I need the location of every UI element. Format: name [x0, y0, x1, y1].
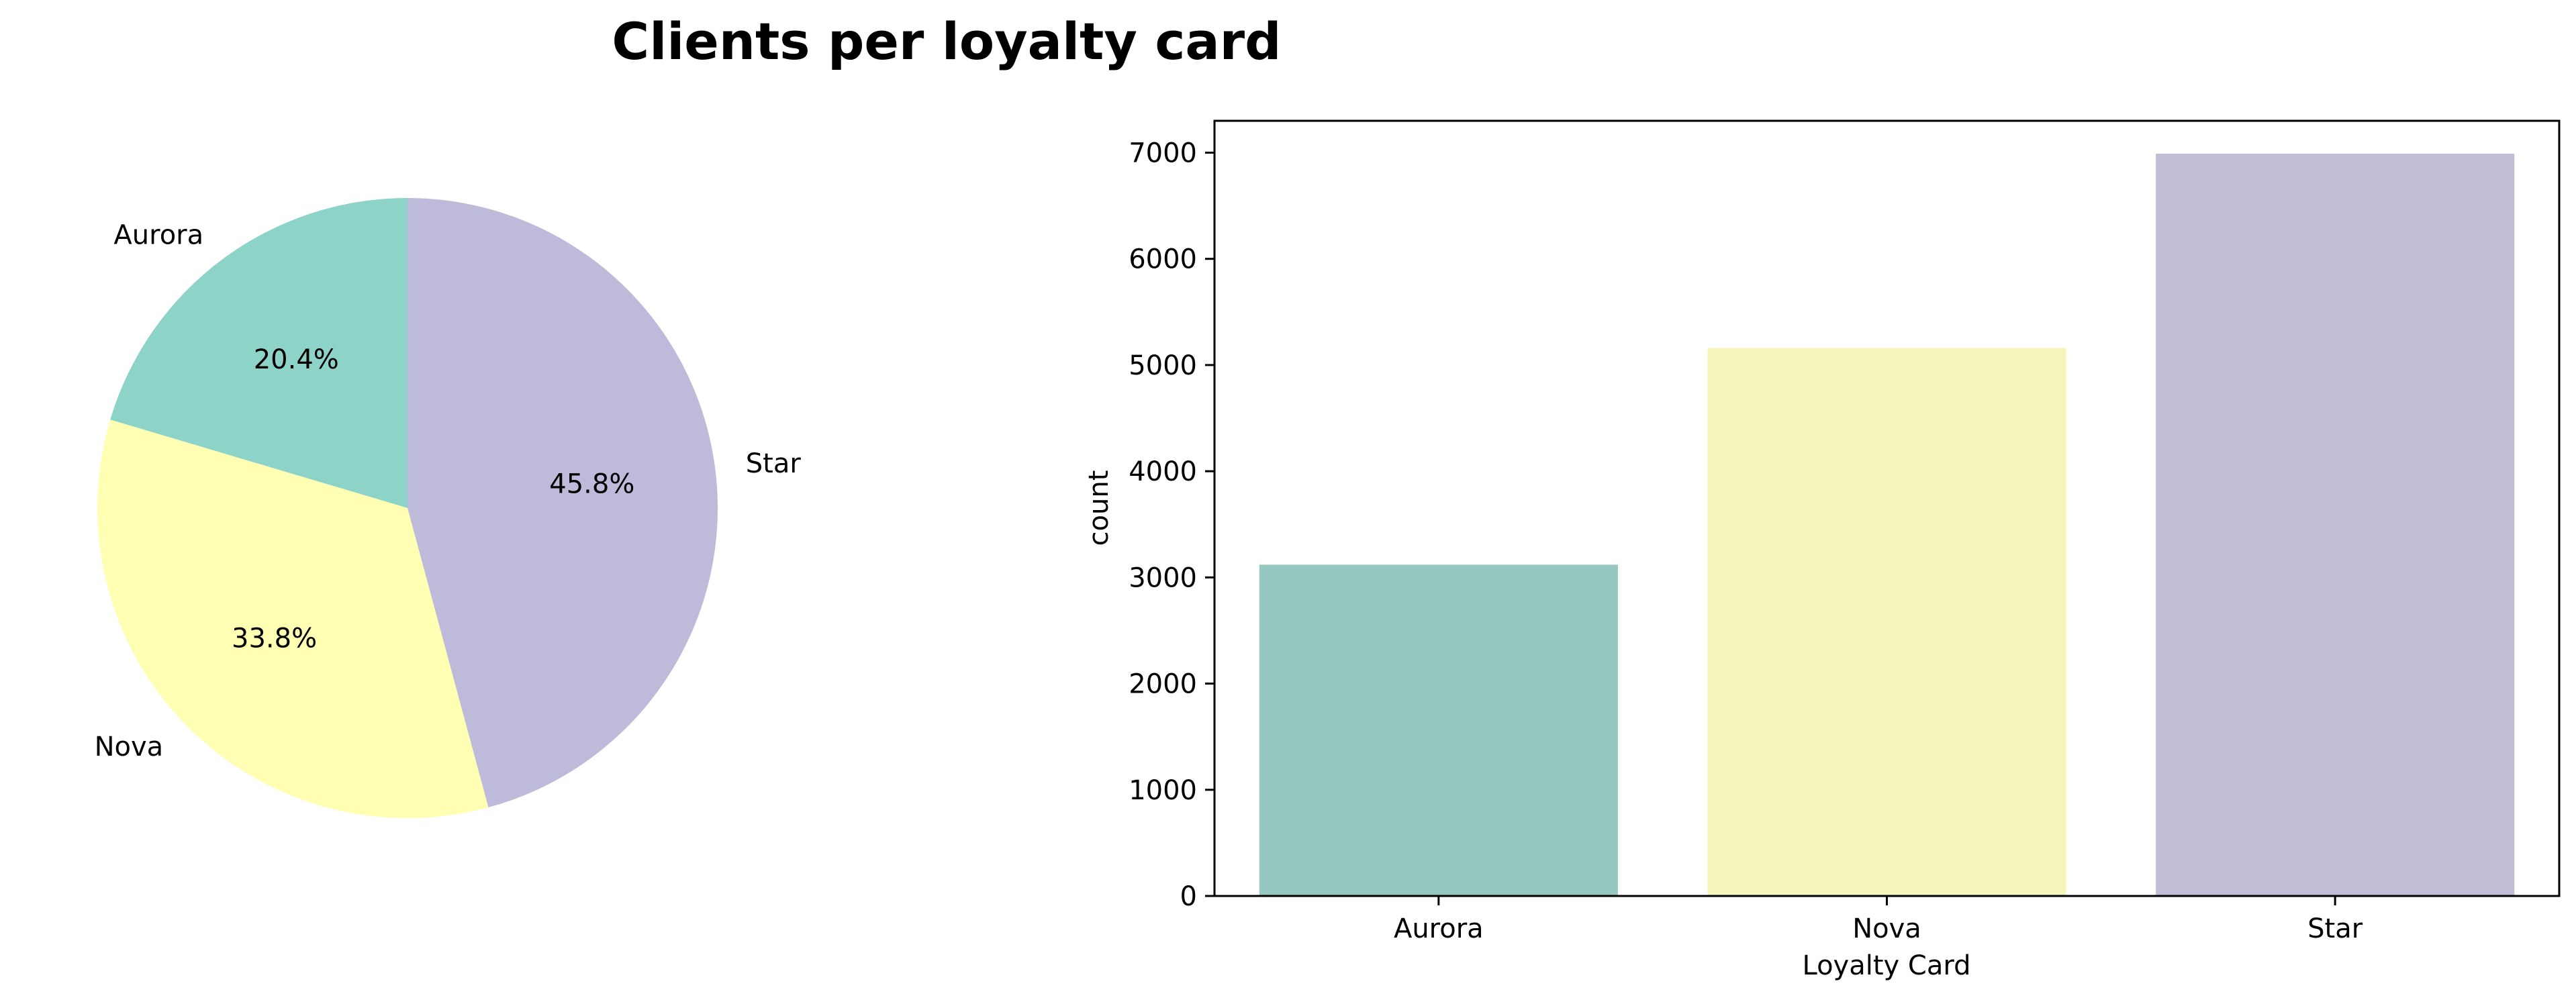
chart-title: Clients per loyalty card: [612, 11, 1281, 71]
x-tick-label: Aurora: [1394, 913, 1484, 944]
pie-slice-nova: [97, 419, 489, 818]
pie-slice-aurora: [110, 198, 408, 508]
pie-category-label: Nova: [95, 732, 164, 762]
bar-chart: 0 1000 2000 3000 4000 5000 6000 7000 Aurora Nova…: [1084, 119, 2561, 981]
x-axis-label: Loyalty Card: [1803, 950, 1971, 981]
pie-chart: 20.4% Aurora 33.8% Nova 45.8% Star: [95, 198, 802, 818]
y-tick-label: 6000: [1129, 244, 1197, 275]
y-tick-label: 4000: [1129, 456, 1197, 487]
y-tick-label: 5000: [1129, 350, 1197, 381]
x-tick-label: Star: [2307, 913, 2363, 944]
bar-nova: [1707, 348, 2066, 896]
y-axis-label: count: [1084, 470, 1114, 546]
pie-percent-label: 20.4%: [254, 344, 339, 375]
bar-aurora: [1259, 564, 1618, 896]
y-tick-label: 3000: [1129, 562, 1197, 593]
pie-category-label: Aurora: [113, 220, 203, 251]
y-tick-label: 0: [1180, 881, 1197, 912]
bar-star: [2156, 154, 2515, 896]
y-tick-label: 1000: [1129, 775, 1197, 806]
pie-percent-label: 33.8%: [232, 623, 317, 654]
pie-slice-star: [408, 198, 718, 808]
y-tick-label: 2000: [1129, 669, 1197, 700]
pie-percent-label: 45.8%: [549, 469, 634, 500]
x-tick-label: Nova: [1852, 913, 1921, 944]
y-tick-label: 7000: [1129, 138, 1197, 168]
pie-category-label: Star: [746, 448, 802, 479]
